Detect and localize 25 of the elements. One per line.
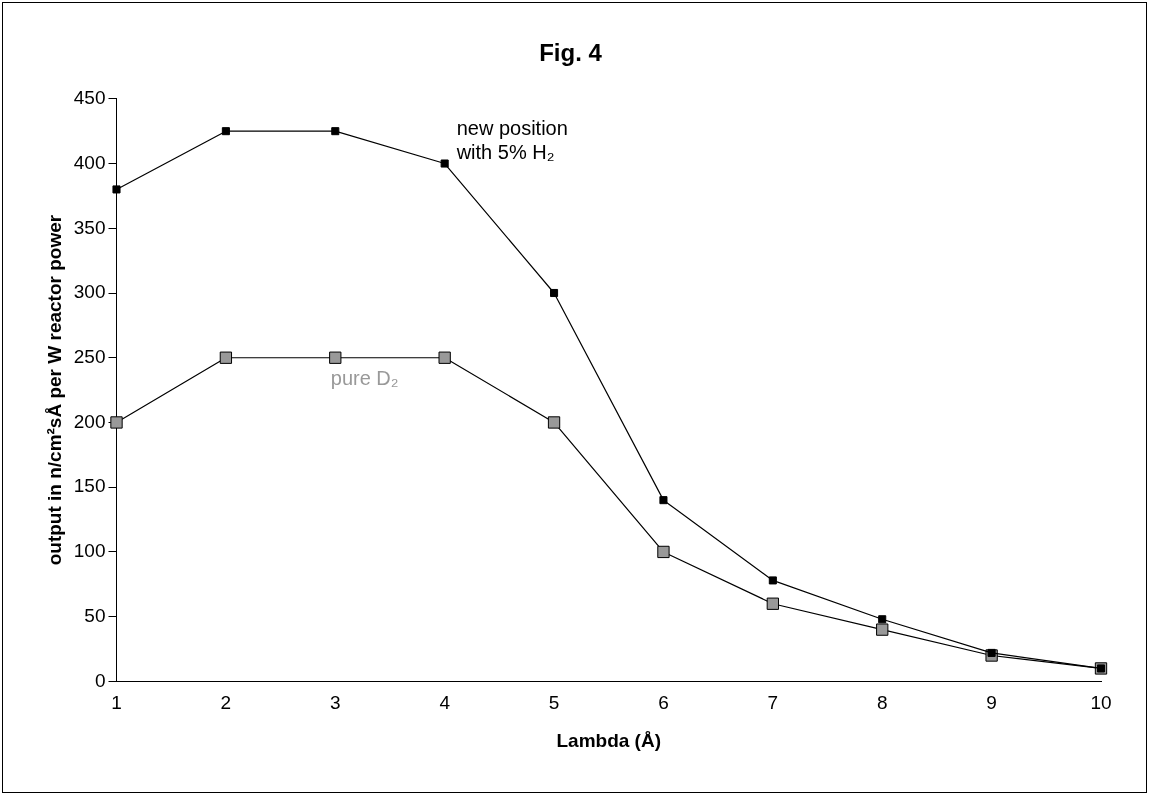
x-tick-label: 1 <box>111 692 122 714</box>
y-tick-label: 250 <box>73 345 106 367</box>
y-tick-label: 450 <box>73 87 106 109</box>
y-axis-title: output in n/cm²sÅ per W reactor power <box>43 214 65 566</box>
y-tick-label: 400 <box>73 151 106 173</box>
series-label: new position with 5% H₂ <box>455 117 568 164</box>
x-tick-label: 4 <box>439 692 451 714</box>
x-tick-label: 6 <box>658 692 669 714</box>
y-tick-label: 100 <box>73 540 106 562</box>
y-tick-label: 150 <box>73 475 106 497</box>
y-tick-label: 0 <box>94 669 106 691</box>
series-label: pure D₂ <box>330 367 399 390</box>
y-tick-label: 50 <box>84 604 106 626</box>
x-tick-label: 8 <box>876 692 888 714</box>
y-tick-label: 350 <box>73 216 106 238</box>
x-tick-label: 10 <box>1090 692 1112 714</box>
y-tick-label: 300 <box>73 281 106 303</box>
chart-title: Fig. 4 <box>539 39 603 67</box>
x-tick-label: 7 <box>767 692 779 714</box>
y-tick-label: 200 <box>73 410 106 432</box>
x-tick-label: 3 <box>329 692 341 714</box>
x-tick-label: 9 <box>986 692 997 714</box>
x-tick-label: 2 <box>220 692 232 714</box>
x-tick-label: 5 <box>548 692 560 714</box>
x-axis-title: Lambda (Å) <box>556 729 661 751</box>
